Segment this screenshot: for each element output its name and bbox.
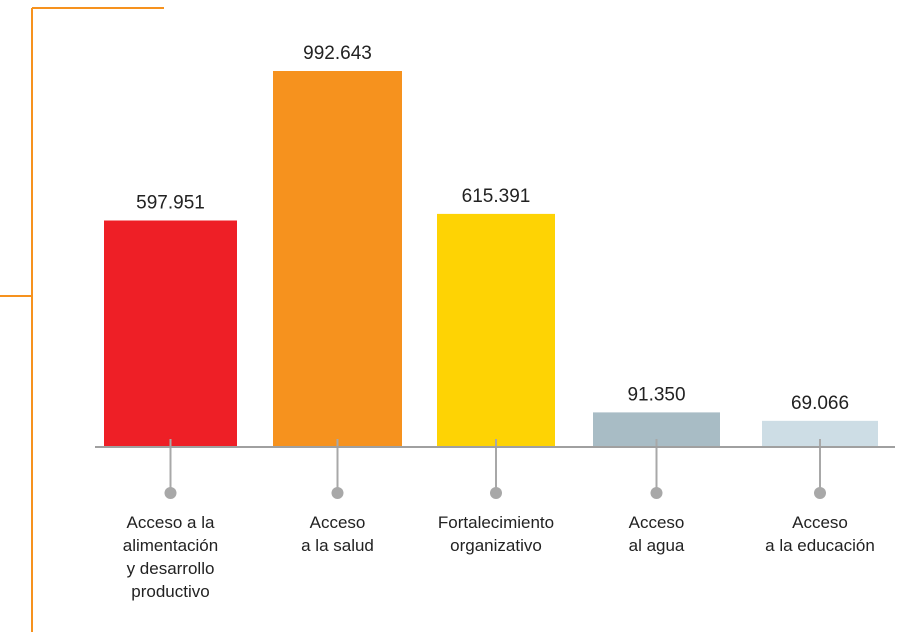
connector-dot [164, 487, 177, 499]
category-label: Acceso [629, 513, 685, 532]
value-label: 615.391 [462, 186, 531, 207]
value-label: 91.350 [627, 384, 685, 405]
category-label: alimentación [123, 536, 218, 555]
value-label: 69.066 [791, 393, 849, 414]
category-label: y desarrollo [127, 559, 215, 578]
category-label: Acceso [792, 513, 848, 532]
connector-dot [331, 487, 344, 499]
bar [437, 213, 555, 447]
category-label: a la educación [765, 536, 875, 555]
category-label: Acceso a la [127, 513, 215, 532]
connector-dot [650, 487, 663, 499]
category-label: al agua [629, 536, 685, 555]
category-label: productivo [131, 582, 209, 601]
category-label: organizativo [450, 536, 542, 555]
category-label: Acceso [310, 513, 366, 532]
category-label: a la salud [301, 536, 374, 555]
value-label: 992.643 [303, 43, 372, 64]
connector-dot [814, 487, 826, 499]
bar [104, 220, 237, 447]
category-label: Fortalecimiento [438, 513, 554, 532]
bar [273, 71, 402, 447]
value-label: 597.951 [136, 193, 205, 214]
connector-dot [490, 487, 502, 499]
